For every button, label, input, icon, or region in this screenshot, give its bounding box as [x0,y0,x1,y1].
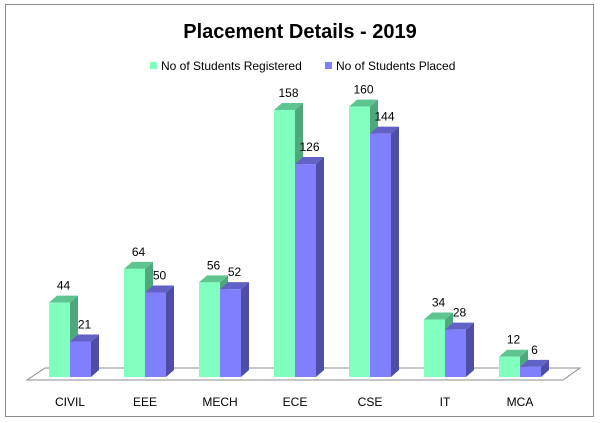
bar-it-1 [445,329,466,377]
bar-top [274,102,303,110]
bar-side [391,126,399,377]
data-label: 160 [353,83,373,97]
data-label: 21 [78,318,92,332]
x-tick-label: IT [440,395,451,409]
bar-side [166,285,174,377]
x-tick-label: EEE [133,395,157,409]
bar-civil-1 [70,341,91,377]
bar-ece-0 [274,109,295,377]
bar-eee-0 [124,268,145,377]
bar-cse-1 [370,133,391,377]
bar-ece-1 [295,164,316,377]
bar-cse-0 [349,106,370,377]
bar-top [124,261,153,269]
bar-top [70,334,99,342]
x-tick-label: MCA [507,395,534,409]
data-label: 50 [153,269,167,283]
chart-area [5,4,594,417]
bar-civil-0 [49,302,70,377]
bar-top [424,312,453,320]
bar-top [49,295,78,303]
bar-side [241,282,249,377]
legend: No of Students Registered No of Students … [150,59,455,73]
legend-swatch-1 [325,62,332,69]
data-label: 56 [207,258,221,272]
data-label: 158 [278,86,298,100]
data-label: 144 [374,110,394,124]
x-tick-label: CIVIL [55,395,85,409]
bar-top [199,275,228,283]
bar-mca-0 [499,356,520,377]
bar-side [91,334,99,377]
data-label: 34 [432,296,446,310]
data-label: 126 [299,140,319,154]
bar-mech-1 [220,289,241,377]
bar-top [445,322,474,330]
chart-title: Placement Details - 2019 [183,21,416,43]
data-label: 44 [57,279,71,293]
x-tick-label: CSE [358,395,383,409]
data-label: 64 [132,245,146,259]
data-label: 28 [453,306,467,320]
x-tick-label: ECE [283,395,308,409]
bar-mech-0 [199,282,220,377]
data-label: 12 [507,333,521,347]
data-label: 52 [228,265,242,279]
bar-side [541,359,549,377]
bar-it-0 [424,319,445,377]
x-tick-label: MECH [202,395,237,409]
data-label: 6 [531,343,538,357]
bar-eee-1 [145,292,166,377]
bar-top [349,99,378,107]
bar-top [295,157,324,165]
legend-label-1: No of Students Placed [336,59,455,73]
bar-top [520,359,549,367]
bar-top [499,349,528,357]
bar-top [220,282,249,290]
bar-top [370,126,399,134]
bar-top [145,285,174,293]
bar-mca-1 [520,366,541,377]
bar-side [466,322,474,377]
bar-side [316,157,324,377]
legend-label-0: No of Students Registered [161,59,302,73]
legend-swatch-0 [150,62,157,69]
